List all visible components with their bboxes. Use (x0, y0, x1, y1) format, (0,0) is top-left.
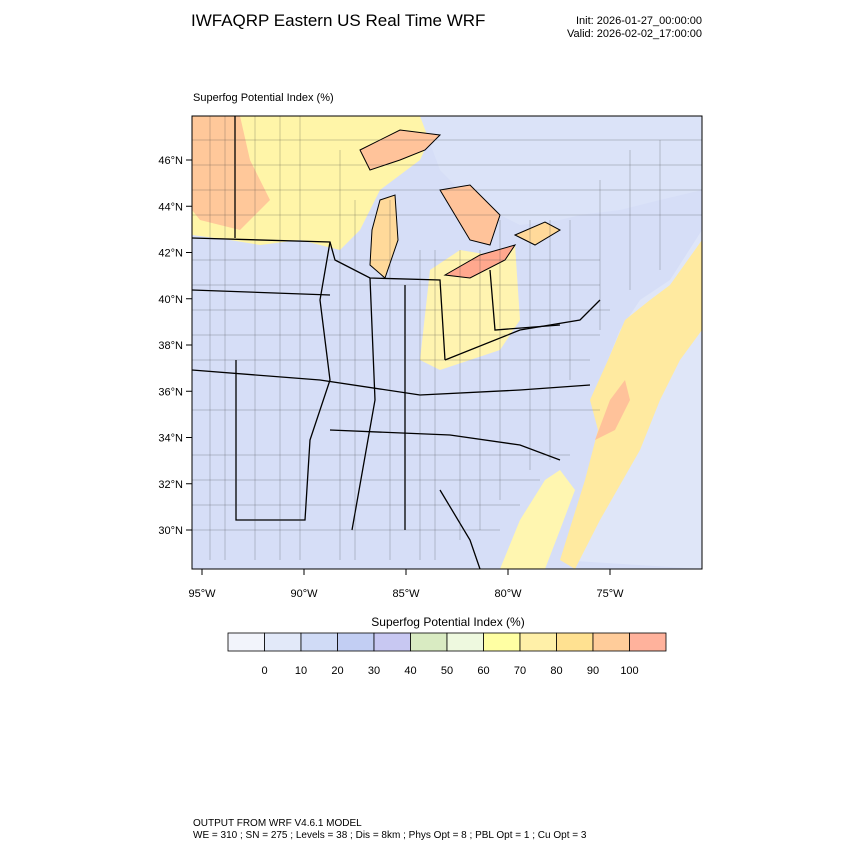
colorbar-box (337, 632, 375, 652)
ohio-fog (420, 245, 520, 370)
county-borders (192, 116, 702, 560)
init-time: Init: 2026-01-27_00:00:00 (576, 15, 702, 27)
lon-label: 80°W (494, 588, 522, 600)
lat-label: 38°N (158, 340, 183, 352)
colorbar-label: 30 (368, 665, 380, 677)
colorbar-title: Superfog Potential Index (%) (371, 615, 524, 629)
colorbar-label: 10 (295, 665, 307, 677)
colorbar-box (592, 632, 630, 652)
colorbar-label: 0 (261, 665, 267, 677)
colorbar: 0 10 20 30 40 50 60 70 80 90 100 (227, 632, 667, 677)
field-label: Superfog Potential Index (%) (193, 92, 334, 104)
colorbar-label: 90 (587, 665, 599, 677)
lat-label: 44°N (158, 201, 183, 213)
colorbar-box (300, 632, 338, 652)
valid-time: Valid: 2026-02-02_17:00:00 (567, 28, 702, 40)
map-frame (191, 115, 703, 570)
colorbar-label: 50 (441, 665, 453, 677)
colorbar-box (556, 632, 594, 652)
lat-label: 46°N (158, 155, 183, 167)
lon-label: 85°W (392, 588, 420, 600)
colorbar-box (264, 632, 302, 652)
colorbar-box (410, 632, 448, 652)
footer-line2: WE = 310 ; SN = 275 ; Levels = 38 ; Dis … (193, 830, 587, 841)
colorbar-label: 20 (331, 665, 343, 677)
colorbar-box (227, 632, 265, 652)
colorbar-label: 70 (514, 665, 526, 677)
lake-ontario (513, 221, 562, 246)
colorbar-box (373, 632, 411, 652)
colorbar-label: 40 (404, 665, 416, 677)
lon-label: 90°W (290, 588, 318, 600)
lon-label: 95°W (188, 588, 216, 600)
lat-label: 40°N (158, 294, 183, 306)
coastal-fog-high (595, 380, 630, 440)
canada (420, 116, 702, 225)
lat-label: 42°N (158, 248, 183, 260)
colorbar-label: 60 (477, 665, 489, 677)
title: IWFAQRP Eastern US Real Time WRF (191, 11, 485, 30)
map (191, 115, 703, 570)
footer-line1: OUTPUT FROM WRF V4.6.1 MODEL (193, 818, 362, 829)
north-fog-high (192, 116, 270, 230)
colorbar-box (446, 632, 484, 652)
lat-label: 34°N (158, 433, 183, 445)
colorbar-box (483, 632, 521, 652)
coastal-fog-low (500, 470, 575, 569)
lat-label: 30°N (158, 525, 183, 537)
lat-label: 36°N (158, 386, 183, 398)
coastal-fog (560, 240, 702, 569)
colorbar-box (519, 632, 557, 652)
colorbar-label: 80 (550, 665, 562, 677)
lon-label: 75°W (596, 588, 624, 600)
lat-label: 32°N (158, 479, 183, 491)
colorbar-box (629, 632, 667, 652)
colorbar-label: 100 (620, 665, 638, 677)
